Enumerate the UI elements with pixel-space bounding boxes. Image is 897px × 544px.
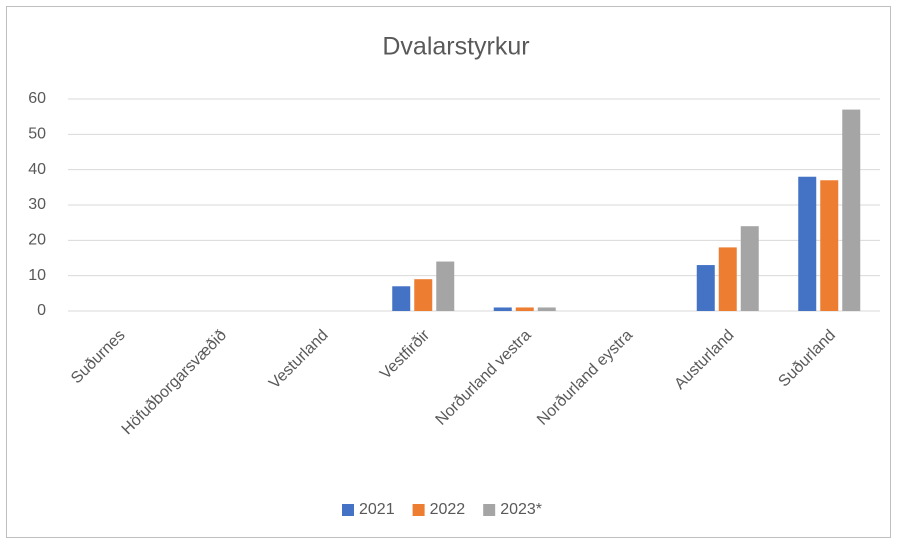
y-tick-label: 40 — [28, 161, 46, 178]
legend-label: 2021 — [359, 501, 395, 518]
bar — [436, 261, 455, 311]
legend-swatch — [412, 504, 425, 516]
legend-label: 2023* — [500, 501, 542, 518]
y-tick-label: 30 — [28, 196, 46, 213]
y-tick-label: 0 — [37, 302, 46, 319]
legend-swatch — [342, 504, 354, 516]
bar — [696, 265, 715, 311]
bar — [493, 307, 512, 311]
y-tick-label: 20 — [28, 232, 46, 249]
y-tick-label: 50 — [28, 126, 46, 143]
y-tick-label: 10 — [28, 267, 46, 284]
legend-swatch — [483, 504, 496, 516]
bar — [820, 180, 839, 311]
bar — [392, 286, 411, 311]
bar — [537, 307, 556, 311]
bar — [414, 279, 433, 311]
bar — [798, 176, 817, 311]
legend-label: 2022 — [430, 501, 466, 518]
bar — [718, 247, 737, 311]
bar — [740, 226, 759, 311]
y-tick-label: 60 — [28, 90, 46, 107]
chart-title: Dvalarstyrkur — [382, 33, 529, 61]
bar — [515, 307, 534, 311]
bar — [842, 109, 861, 311]
